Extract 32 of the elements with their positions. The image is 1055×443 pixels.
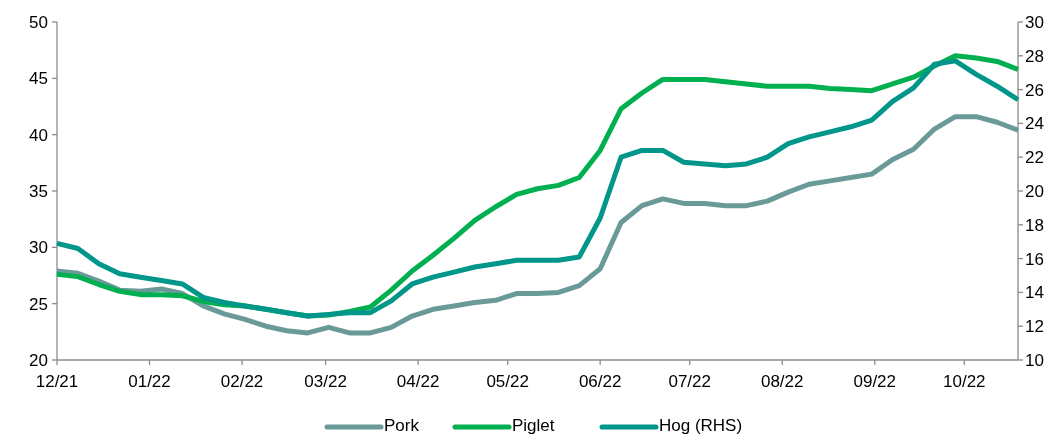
x-tick-label: 06/22 <box>578 372 622 391</box>
x-tick-label: 08/22 <box>760 372 804 391</box>
y2-tick-label: 18 <box>1025 215 1044 235</box>
x-tick-label: 05/22 <box>486 372 529 391</box>
y2-tick-label: 30 <box>1025 12 1044 32</box>
x-tick-label: 07/22 <box>668 372 711 391</box>
y2-tick-label: 26 <box>1025 80 1044 100</box>
y-tick-label: 50 <box>29 12 48 32</box>
y2-tick-label: 20 <box>1025 181 1044 201</box>
legend-label: Pork <box>384 416 420 435</box>
x-tick-label: 09/22 <box>853 372 897 391</box>
legend-label: Piglet <box>512 416 555 435</box>
x-tick-label: 02/22 <box>220 372 264 391</box>
y-tick-label: 40 <box>29 125 48 145</box>
legend-label: Hog (RHS) <box>659 416 743 435</box>
x-tick-label: 10/22 <box>943 372 986 391</box>
y-tick-label: 35 <box>29 181 48 201</box>
y2-tick-label: 28 <box>1025 46 1044 66</box>
y2-tick-label: 22 <box>1025 148 1044 168</box>
y-tick-label: 25 <box>29 294 48 314</box>
y-tick-label: 30 <box>29 238 48 258</box>
y-tick-label: 45 <box>29 69 48 89</box>
x-tick-label: 01/22 <box>128 372 171 391</box>
x-tick-label: 03/22 <box>304 372 347 391</box>
x-tick-label: 04/22 <box>396 372 440 391</box>
y-tick-label: 20 <box>29 350 48 370</box>
y2-tick-label: 24 <box>1025 114 1044 134</box>
y2-tick-label: 10 <box>1025 350 1044 370</box>
y2-tick-label: 14 <box>1025 283 1044 303</box>
y2-tick-label: 16 <box>1025 249 1044 269</box>
y2-tick-label: 12 <box>1025 317 1044 337</box>
x-tick-label: 12/21 <box>35 372 79 391</box>
